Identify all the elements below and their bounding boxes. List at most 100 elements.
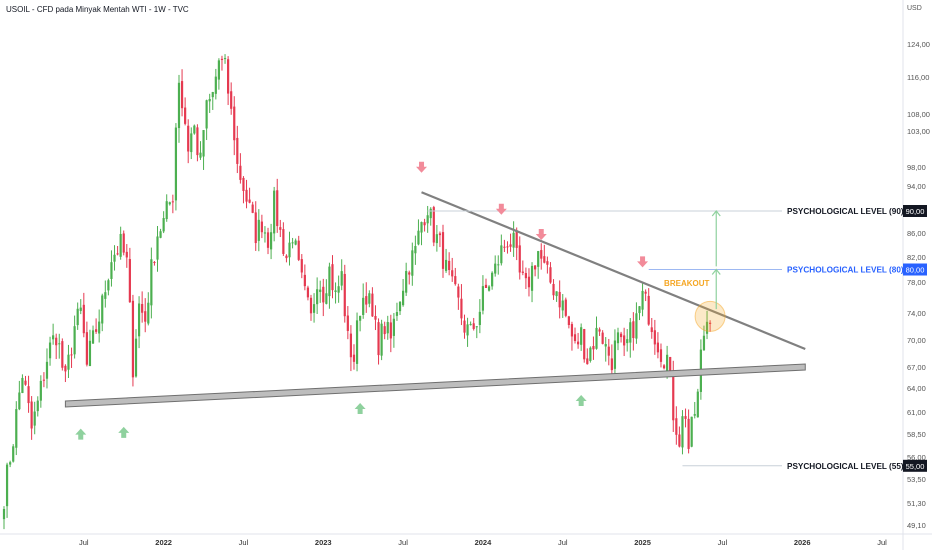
candle-body — [570, 324, 574, 337]
candle-body — [359, 315, 362, 321]
candle-body — [558, 291, 561, 308]
candle-body — [98, 321, 101, 334]
candle-body — [635, 313, 638, 339]
candle-body — [380, 323, 383, 356]
candle-body — [549, 267, 552, 283]
candle-body — [509, 244, 512, 247]
candle-body — [709, 322, 712, 324]
candle-body — [159, 231, 162, 238]
candle-body — [653, 330, 656, 345]
price-axis-tag — [903, 205, 927, 217]
candle-body — [484, 284, 488, 288]
candle-body — [389, 322, 392, 339]
candle-body — [291, 242, 294, 244]
candle-body — [131, 300, 135, 378]
candle-body — [337, 286, 340, 293]
candle-body — [521, 271, 524, 273]
candle-body — [702, 335, 706, 351]
y-tick-label: 70,00 — [907, 336, 926, 345]
candle-body — [693, 414, 696, 416]
candle-body — [567, 316, 570, 326]
candle-body — [576, 341, 580, 345]
x-tick-label: 2024 — [475, 538, 493, 547]
candle-body — [119, 233, 122, 257]
candle-body — [316, 289, 319, 305]
candle-body — [690, 416, 693, 447]
candle-body — [586, 358, 589, 365]
candle-body — [199, 152, 202, 158]
candle-body — [343, 273, 346, 317]
candle-body — [300, 259, 303, 273]
candle-body — [580, 327, 583, 345]
candle-body — [463, 320, 466, 333]
candle-body — [616, 332, 620, 344]
y-tick-label: 82,00 — [907, 253, 926, 262]
candle-body — [355, 320, 359, 364]
candle-body — [95, 329, 98, 332]
candle-body — [395, 312, 399, 316]
candle-body — [15, 409, 18, 448]
resistance-touch-arrow-down — [535, 229, 547, 240]
support-touch-arrow-up — [75, 428, 87, 440]
candle-body — [540, 250, 543, 259]
candle-body — [196, 127, 199, 156]
candle-body — [444, 259, 448, 271]
candle-body — [626, 339, 629, 344]
candle-body — [669, 356, 672, 375]
candle-body — [242, 177, 245, 191]
candle-body — [180, 81, 184, 109]
candle-body — [220, 58, 224, 60]
candle-body — [171, 201, 174, 203]
candle-body — [607, 346, 610, 356]
candle-body — [331, 264, 334, 291]
candle-body — [303, 274, 306, 287]
candle-body — [386, 322, 389, 334]
candle-body — [319, 289, 322, 292]
candle-body — [530, 265, 534, 291]
resistance-touch-arrow-down — [495, 203, 507, 215]
candle-body — [515, 230, 518, 248]
x-tick-label: Jul — [79, 538, 89, 547]
candle-body — [561, 300, 564, 311]
candle-body — [469, 324, 472, 326]
candle-body — [325, 293, 328, 304]
candle-body — [269, 232, 273, 250]
currency-label: USD — [907, 5, 922, 12]
candle-body — [211, 92, 214, 98]
candle-body — [48, 342, 52, 359]
candle-body — [475, 326, 478, 328]
candle-body — [141, 304, 144, 313]
price-axis-tag-label: 90,00 — [906, 207, 925, 216]
candle-body — [647, 295, 650, 325]
y-tick-label: 49,10 — [907, 521, 926, 530]
candle-body — [435, 234, 438, 244]
candle-body — [282, 229, 285, 254]
y-tick-label: 56,00 — [907, 453, 926, 462]
candle-body — [128, 259, 131, 303]
candle-body — [656, 342, 660, 353]
candle-body — [555, 291, 558, 297]
candle-body — [417, 230, 420, 245]
candle-body — [150, 259, 153, 306]
candle-body — [592, 346, 595, 350]
target-projection-arrowhead — [711, 210, 721, 217]
candle-body — [623, 335, 626, 346]
candle-body — [184, 107, 187, 124]
candle-body — [36, 400, 39, 412]
candle-body — [659, 349, 663, 362]
candle-body — [263, 232, 267, 234]
candle-body — [638, 306, 641, 314]
y-tick-label: 51,30 — [907, 499, 926, 508]
candle-body — [644, 291, 647, 294]
x-tick-label: 2026 — [794, 538, 811, 547]
candle-body — [214, 76, 217, 94]
y-tick-label: 67,00 — [907, 363, 926, 372]
candle-body — [595, 327, 598, 349]
x-tick-label: 2025 — [634, 538, 651, 547]
candle-body — [405, 271, 408, 293]
candle-body — [312, 304, 316, 313]
candle-body — [383, 326, 386, 335]
symbol-title: USOIL - CFD pada Minyak Mentah WTI - 1W … — [6, 5, 189, 14]
candle-body — [233, 106, 236, 141]
